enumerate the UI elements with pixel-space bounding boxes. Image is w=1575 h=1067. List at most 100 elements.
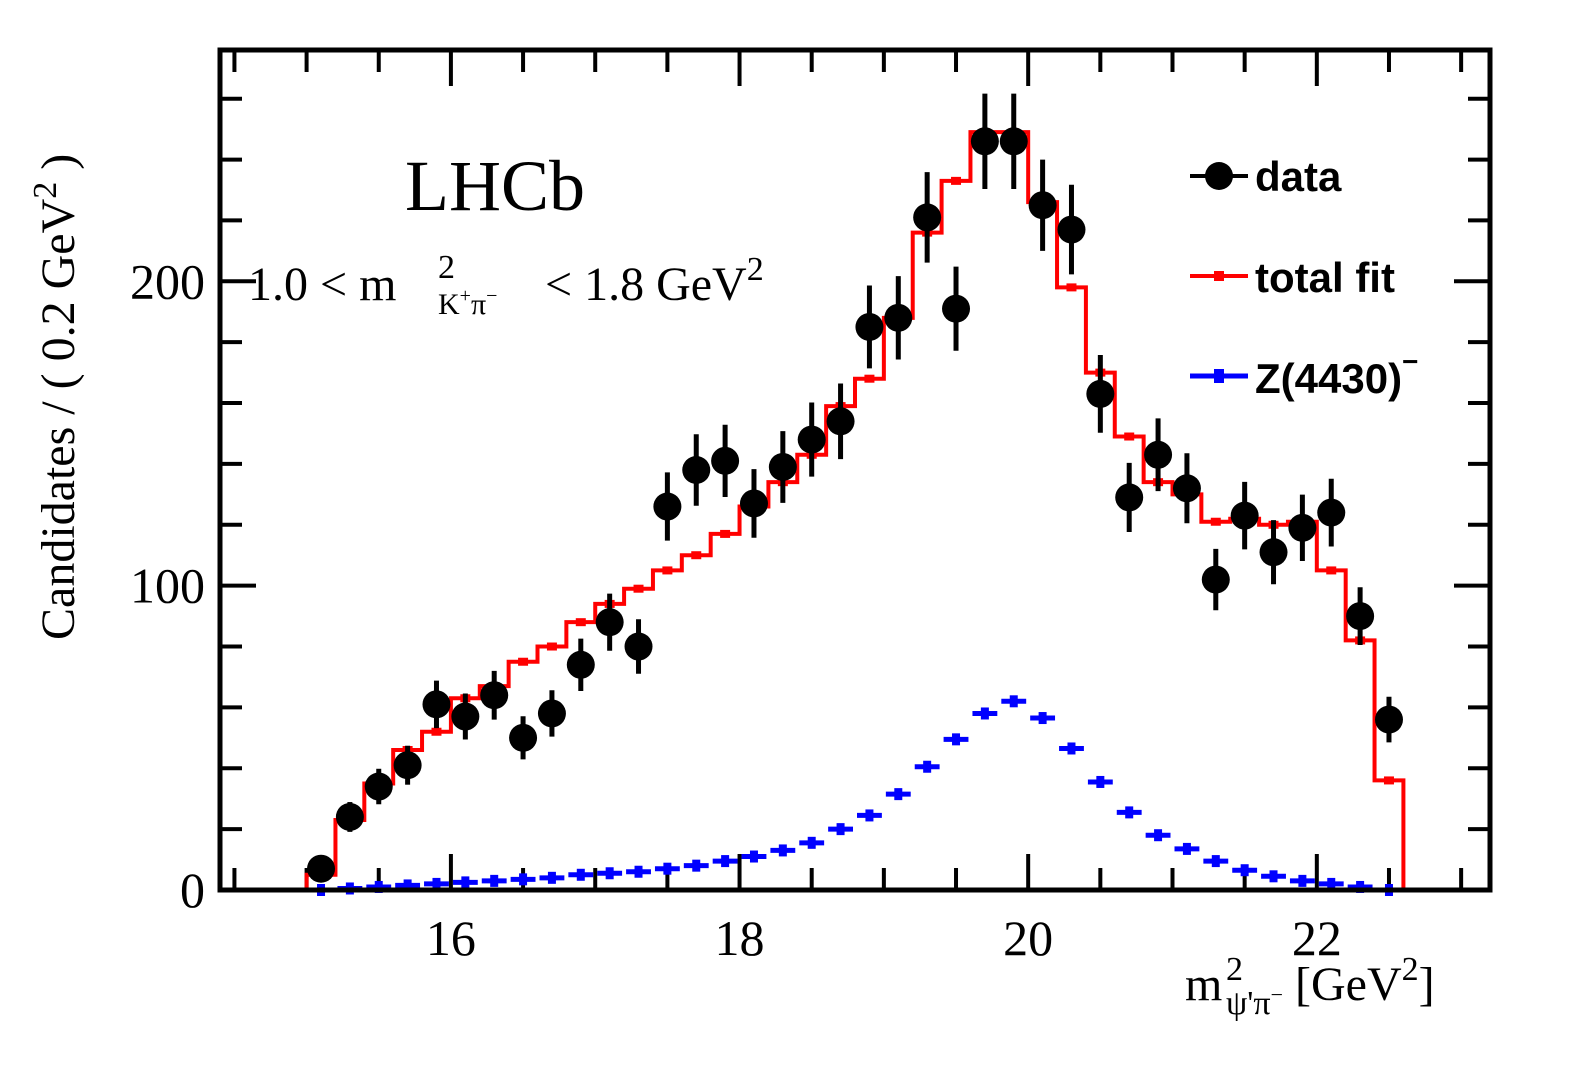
data-point	[422, 690, 451, 719]
z4430-point	[1096, 775, 1105, 788]
z4430-point	[952, 733, 961, 746]
total-fit-point	[691, 551, 702, 560]
x-tick-label: 16	[426, 910, 476, 966]
data-point	[307, 854, 336, 883]
data-point	[739, 489, 768, 518]
legend-label-data: data	[1255, 153, 1342, 200]
data-point	[509, 723, 538, 752]
z4430-point	[576, 868, 585, 881]
data-point	[797, 425, 826, 454]
total-fit-point	[1383, 776, 1394, 785]
x-axis-label: m 2 ψ'π− [GeV2]	[1185, 951, 1435, 1022]
total-fit-point	[431, 727, 442, 736]
z4430-point	[721, 855, 730, 868]
z4430-point	[1356, 880, 1365, 893]
data-point	[335, 802, 364, 831]
data-point	[884, 303, 913, 332]
data-point	[1259, 538, 1288, 567]
z4430-point	[663, 862, 672, 875]
data-point	[1288, 513, 1317, 542]
z4430-point	[749, 850, 758, 863]
y-tick-label: 200	[130, 253, 205, 309]
data-point	[364, 772, 393, 801]
total-fit-point	[864, 374, 875, 383]
legend: data total fit Z(4430)−	[1190, 153, 1418, 402]
z4430-point	[519, 873, 528, 886]
data-point	[566, 650, 595, 679]
y-tick-label: 100	[130, 558, 205, 614]
data-point	[1086, 379, 1115, 408]
z4430-point	[894, 788, 903, 801]
data-point	[451, 702, 480, 731]
data-point	[768, 452, 797, 481]
legend-item-total-fit: total fit	[1190, 254, 1395, 301]
x-tick-label: 20	[1003, 910, 1053, 966]
z4430-point	[1009, 695, 1018, 708]
z4430-point	[1038, 712, 1047, 725]
data-point	[1172, 474, 1201, 503]
legend-label-total-fit: total fit	[1255, 254, 1395, 301]
z4430-point	[807, 836, 816, 849]
total-fit-point	[951, 176, 962, 185]
total-fit-point	[633, 584, 644, 593]
total-fit-line	[220, 130, 1490, 892]
legend-z-marker	[1214, 369, 1224, 383]
data-point	[624, 632, 653, 661]
z4430-point	[1269, 870, 1278, 883]
z4430-point	[1182, 842, 1191, 855]
z4430-point	[865, 809, 874, 822]
y-tick-label: 0	[180, 862, 205, 918]
legend-data-marker	[1205, 162, 1233, 190]
data-point	[1115, 483, 1144, 512]
x-tick-label: 22	[1292, 910, 1342, 966]
z4430-point	[1298, 874, 1307, 887]
total-fit-point	[662, 566, 673, 575]
z4430-series	[308, 695, 1402, 896]
z4430-point	[374, 880, 383, 893]
z4430-point	[547, 871, 556, 884]
data-point	[480, 681, 509, 710]
z4430-point	[432, 877, 441, 890]
total-fit-point	[518, 657, 529, 666]
total-fit-point	[1066, 283, 1077, 292]
data-point	[1201, 565, 1230, 594]
z4430-point	[1125, 806, 1134, 819]
data-point	[1144, 440, 1173, 469]
data-point	[970, 127, 999, 156]
z4430-point	[923, 760, 932, 773]
data-point	[1057, 215, 1086, 244]
z4430-point	[634, 865, 643, 878]
z4430-point	[605, 867, 614, 880]
total-fit-point	[1210, 517, 1221, 526]
legend-label-z4430: Z(4430)−	[1255, 346, 1418, 402]
z4430-point	[836, 823, 845, 836]
plot-frame	[217, 47, 1493, 893]
data-point	[913, 203, 942, 232]
data-point	[682, 456, 711, 484]
total-fit-point	[1326, 566, 1337, 575]
z4430-point	[980, 707, 989, 720]
z4430-point	[692, 859, 701, 872]
legend-fit-marker	[1214, 271, 1224, 281]
total-fit-point	[546, 642, 557, 651]
legend-item-z4430: Z(4430)−	[1190, 346, 1418, 402]
data-point	[1346, 602, 1375, 631]
z4430-point	[1154, 829, 1163, 842]
data-point	[393, 751, 422, 780]
data-point	[537, 699, 566, 728]
z4430-point	[778, 844, 787, 857]
total-fit-point	[575, 618, 586, 627]
data-point	[999, 127, 1028, 156]
total-fit-point	[720, 529, 731, 538]
selection-label: 1.0 < m 2 K+π− <1.8 GeV2	[248, 249, 764, 321]
total-fit-point	[1124, 432, 1135, 441]
data-point	[1230, 501, 1259, 530]
z4430-point	[1327, 877, 1336, 890]
legend-item-data: data	[1190, 153, 1342, 200]
data-point	[595, 608, 624, 637]
data-point	[1028, 191, 1057, 220]
y-axis-label: Candidates / ( 0.2 GeV2 )	[27, 154, 85, 640]
data-point	[855, 312, 884, 341]
data-series	[307, 93, 1403, 883]
